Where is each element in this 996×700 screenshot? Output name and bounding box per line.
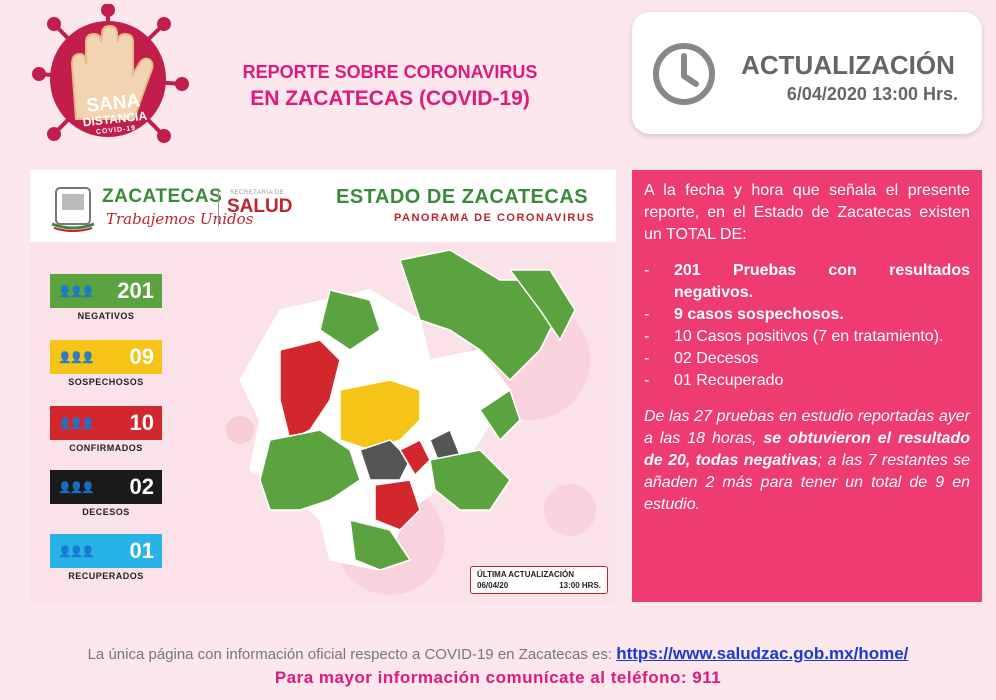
update-title: ACTUALIZACIÓN	[741, 50, 955, 80]
map-region-red	[279, 339, 341, 442]
stat-label: RECUPERADOS	[68, 571, 144, 581]
list-item: - 02 Decesos	[644, 348, 970, 370]
stat-label: CONFIRMADOS	[69, 443, 143, 453]
last-update-time: 13:00 HRS.	[559, 581, 601, 590]
salud-secretaria: SECRETARÍA DE	[230, 190, 285, 196]
stat-value: 201	[117, 278, 154, 303]
stat-box: 👤👤👤 10	[50, 406, 162, 440]
stat-box: 👤👤👤 201	[50, 274, 162, 308]
list-item-text: 201 Pruebas con resultados negativos.	[674, 262, 970, 301]
people-icon: 👤👤👤	[58, 545, 95, 558]
people-icon: 👤👤👤	[58, 417, 95, 430]
stat-value: 10	[129, 410, 154, 435]
update-date: 6/04/2020 13:00 Hrs.	[786, 84, 958, 104]
info-box: A la fecha y hora que señala el presente…	[632, 170, 982, 602]
stat-value: 01	[129, 538, 154, 563]
sana-distancia-logo: SANA DISTANCIA COVID-19	[24, 3, 194, 154]
map-region-green	[508, 269, 576, 342]
report-title-line2: EN ZACATECAS (COVID-19)	[250, 87, 530, 110]
sana-distancia-hand-icon	[32, 3, 189, 143]
official-site-link[interactable]: https://www.saludzac.gob.mx/home/	[616, 644, 909, 663]
list-dash: -	[644, 262, 650, 279]
zacatecas-brand: ZACATECAS	[102, 186, 223, 207]
list-dash: -	[644, 372, 650, 389]
estado-title: ESTADO DE ZACATECAS	[336, 186, 589, 208]
stat-box: 👤👤👤 02	[50, 470, 162, 504]
infographic-panel: ZACATECAS Trabajemos Unidos SECRETARÍA D…	[30, 170, 616, 602]
info-list: - 201 Pruebas con resultados negativos. -…	[644, 260, 970, 392]
note-part1: De las 27 pruebas en estudio reportadas …	[644, 408, 970, 447]
people-icon: 👤👤👤	[58, 285, 95, 298]
report-title: REPORTE SOBRE CORONAVIRUS EN ZACATECAS (…	[200, 62, 580, 111]
update-box: ACTUALIZACIÓN 6/04/2020 13:00 Hrs.	[632, 12, 982, 134]
footer-official-page: La única página con información oficial …	[0, 644, 996, 664]
stat-label: DECESOS	[82, 507, 130, 517]
panel-header	[30, 170, 616, 242]
info-intro: A la fecha y hora que señala el presente…	[644, 182, 970, 243]
list-item: - 01 Recuperado	[644, 370, 970, 392]
map-region-green	[259, 429, 361, 511]
footer-text: La única página con información oficial …	[87, 646, 617, 663]
note-part2: ; a las 7 restantes se añaden 2 más para…	[644, 452, 970, 513]
list-dash: -	[644, 328, 650, 345]
last-update-date: 06/04/20	[477, 581, 509, 590]
note-bold: se obtuvieron el resultado de 20, todas …	[644, 430, 971, 469]
stat-decesos: 👤👤👤 02 DECESOS	[50, 470, 170, 517]
zacatecas-map	[239, 249, 576, 570]
stat-box: 👤👤👤 01	[50, 534, 162, 568]
info-note: De las 27 pruebas en estudio reportadas …	[644, 406, 970, 516]
last-update-title: ÚLTIMA ACTUALIZACIÓN	[477, 570, 575, 579]
stat-label: NEGATIVOS	[77, 311, 135, 321]
list-item: - 9 casos sospechosos.	[644, 304, 970, 326]
map-region-yellow	[339, 379, 421, 451]
list-dash: -	[644, 350, 650, 367]
list-dash: -	[644, 306, 650, 323]
estado-subtitle: PANORAMA DE CORONAVIRUS	[394, 212, 596, 224]
map-region-green	[429, 449, 511, 511]
zacatecas-shield-icon	[51, 187, 95, 232]
map-region-green	[349, 519, 412, 570]
map-region-gray	[359, 439, 411, 481]
map-region-green	[319, 289, 381, 351]
report-title-line1: REPORTE SOBRE CORONAVIRUS	[242, 62, 538, 82]
zacatecas-slogan: Trabajemos Unidos	[106, 210, 254, 228]
stat-confirmados: 👤👤👤 10 CONFIRMADOS	[50, 406, 170, 453]
list-item-text: 10 Casos positivos (7 en tratamiento).	[674, 328, 944, 345]
map-region-red	[374, 479, 421, 531]
map-region-green	[478, 388, 521, 442]
stat-recuperados: 👤👤👤 01 RECUPERADOS	[50, 534, 170, 581]
logo-text: SANA DISTANCIA COVID-19	[77, 90, 152, 149]
stat-label: SOSPECHOSOS	[68, 377, 144, 387]
stat-value: 02	[129, 474, 154, 499]
stat-sospechosos: 👤👤👤 09 SOSPECHOSOS	[50, 340, 170, 387]
brand-divider	[218, 188, 219, 226]
list-item-text: 02 Decesos	[674, 350, 759, 367]
stat-negativos: 👤👤👤 201 NEGATIVOS	[50, 274, 170, 321]
stat-box: 👤👤👤 09	[50, 340, 162, 374]
people-icon: 👤👤👤	[58, 481, 95, 494]
stat-value: 09	[129, 344, 154, 369]
clock-icon	[653, 43, 715, 105]
list-item-text: 9 casos sospechosos.	[674, 306, 844, 323]
list-item: - 10 Casos positivos (7 en tratamiento).	[644, 326, 970, 348]
people-icon: 👤👤👤	[58, 351, 95, 364]
salud-brand: SALUD	[227, 196, 293, 217]
list-item-text: 01 Recuperado	[674, 372, 784, 389]
footer-phone: Para mayor información comunícate al tel…	[274, 668, 722, 687]
last-update-badge: ÚLTIMA ACTUALIZACIÓN 06/04/20 13:00 HRS.	[470, 566, 608, 594]
list-item: - 201 Pruebas con resultados negativos.	[644, 260, 970, 304]
